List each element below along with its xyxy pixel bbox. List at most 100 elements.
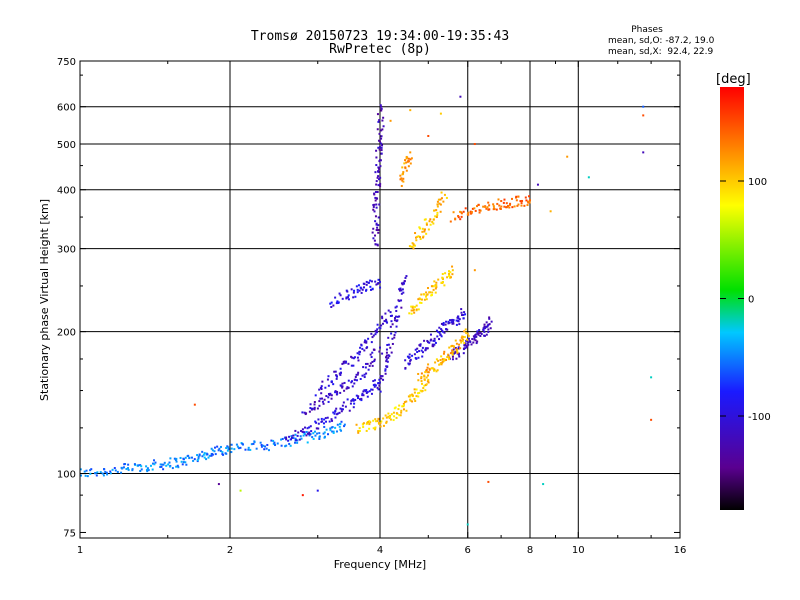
data-point <box>378 145 381 148</box>
data-point <box>427 228 430 231</box>
data-point <box>350 364 353 367</box>
data-point <box>357 430 360 433</box>
data-point <box>296 439 299 442</box>
data-point <box>363 376 366 379</box>
data-point <box>425 232 428 235</box>
data-point <box>363 341 366 344</box>
data-point <box>147 468 150 471</box>
data-point <box>316 489 319 492</box>
data-point <box>367 368 370 371</box>
data-point <box>171 467 174 470</box>
data-points <box>80 95 653 526</box>
data-point <box>415 304 418 307</box>
data-point <box>388 417 391 420</box>
data-point <box>355 423 358 426</box>
data-point <box>451 353 454 356</box>
data-point <box>292 434 295 437</box>
data-point <box>196 460 199 463</box>
data-point <box>354 378 357 381</box>
data-point <box>418 297 421 300</box>
data-point <box>506 206 509 209</box>
data-point <box>351 356 354 359</box>
data-point <box>422 387 425 390</box>
x-axis: 1 2 4 6 8 10 16 <box>77 61 686 556</box>
data-point <box>375 149 378 152</box>
data-point <box>391 342 394 345</box>
data-point <box>464 313 467 316</box>
data-point <box>455 323 458 326</box>
data-point <box>116 470 119 473</box>
data-point <box>642 114 645 117</box>
data-point <box>419 236 422 239</box>
data-point <box>507 204 510 207</box>
data-point <box>471 207 474 210</box>
data-point <box>334 426 337 429</box>
data-point <box>362 286 365 289</box>
data-point <box>184 461 187 464</box>
data-point <box>182 461 185 464</box>
data-point <box>423 339 426 342</box>
data-point <box>153 463 156 466</box>
data-point <box>303 433 306 436</box>
data-point <box>334 391 337 394</box>
data-point <box>265 447 268 450</box>
data-point <box>383 320 386 323</box>
data-point <box>427 363 430 366</box>
data-point <box>360 344 363 347</box>
data-point <box>427 381 430 384</box>
data-point <box>395 309 398 312</box>
data-point <box>497 198 500 201</box>
data-point <box>437 198 440 201</box>
data-point <box>404 159 407 162</box>
data-point <box>412 309 415 312</box>
data-point <box>466 332 469 335</box>
data-point <box>355 285 358 288</box>
data-point <box>447 320 450 323</box>
data-point <box>420 301 423 304</box>
data-point <box>402 402 405 405</box>
data-point <box>455 342 458 345</box>
data-point <box>370 356 373 359</box>
data-point <box>398 288 401 291</box>
data-point <box>303 426 306 429</box>
data-point <box>442 323 445 326</box>
data-point <box>374 384 377 387</box>
data-point <box>420 293 423 296</box>
data-point <box>221 451 224 454</box>
data-point <box>380 152 383 155</box>
data-point <box>175 460 178 463</box>
data-point <box>388 415 391 418</box>
data-point <box>339 294 342 297</box>
data-point <box>448 276 451 279</box>
data-point <box>318 404 321 407</box>
data-point <box>509 202 512 205</box>
data-point <box>207 456 210 459</box>
data-point <box>378 140 381 143</box>
data-point <box>296 441 299 444</box>
data-point <box>230 447 233 450</box>
data-point <box>400 282 403 285</box>
x-tick-label: 1 <box>77 545 83 556</box>
data-point <box>381 128 384 131</box>
data-point <box>284 445 287 448</box>
data-point <box>173 457 176 460</box>
data-point <box>120 471 123 474</box>
data-point <box>433 209 436 212</box>
data-point <box>233 448 236 451</box>
data-point <box>417 356 420 359</box>
data-point <box>186 455 189 458</box>
data-point <box>398 414 401 417</box>
data-point <box>356 356 359 359</box>
data-point <box>367 281 370 284</box>
data-point <box>325 420 328 423</box>
data-point <box>487 201 490 204</box>
data-point <box>451 344 454 347</box>
data-point <box>361 288 364 291</box>
data-point <box>285 436 288 439</box>
data-point <box>428 341 431 344</box>
data-point <box>365 283 368 286</box>
data-point <box>295 439 298 442</box>
data-point <box>103 468 106 471</box>
data-point <box>290 435 293 438</box>
data-point <box>224 452 227 455</box>
